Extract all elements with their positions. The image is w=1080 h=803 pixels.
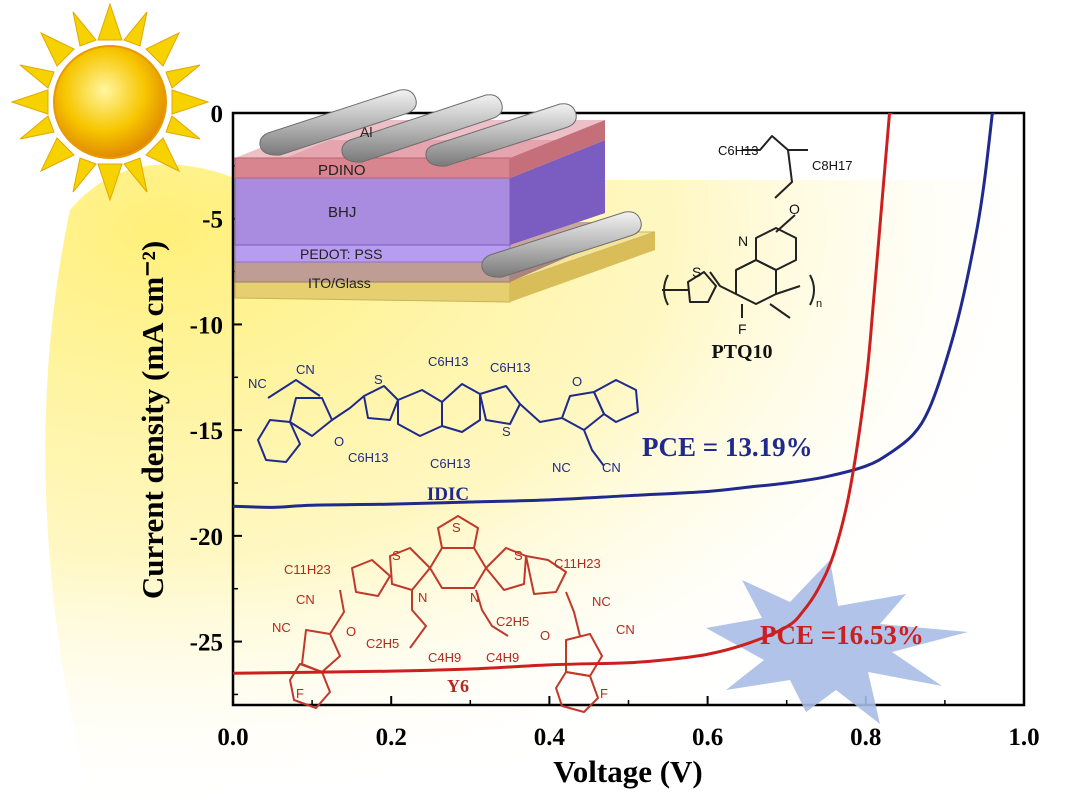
x-axis-title: Voltage (V) [553,754,703,789]
idic-sub-o-a: O [334,434,344,449]
y6-sub-c11h23-a: C11H23 [284,562,331,577]
y-tick-label: 0 [211,101,224,128]
y-tick-label: -25 [190,630,223,657]
x-tick-label: 0.6 [692,724,723,751]
x-tick-label: 0.4 [534,724,566,751]
ptq10-sub-c6h13: C6H13 [718,143,758,158]
annotation-pce-idic: PCE = 13.19% [642,432,813,462]
series-line-idic [233,113,994,509]
y6-sub-o-b: O [540,628,550,643]
y-tick-label: -20 [190,524,223,551]
starburst-icon [706,560,968,724]
y6-sub-nc-b: NC [592,594,611,609]
idic-sub-nc-b: NC [552,460,571,475]
idic-sub-cn-a: CN [296,362,315,377]
y6-name: Y6 [447,676,469,696]
y6-sub-n-b: N [470,590,479,605]
y-axis-title: Current density (mA cm⁻²) [135,241,170,599]
y6-sub-s-b: S [392,548,401,563]
sun-icon [10,2,210,202]
ptq10-sub-s: S [692,264,701,280]
idic-structure: C6H13 C6H13 C6H13 C6H13 CN NC CN NC S S … [248,354,639,505]
idic-sub-s-a: S [374,372,383,387]
layer-label-pedot: PEDOT: PSS [300,246,382,262]
idic-sub-s-b: S [502,424,511,439]
ptq10-name: PTQ10 [711,341,772,363]
layer-label-al: Al [360,124,372,140]
ptq10-structure: PTQ10 C6H13 C8H17 O N S F n [662,135,852,363]
y6-sub-f-a: F [296,686,304,701]
y-tick-label: -5 [202,207,223,234]
y6-sub-c4h9-b: C4H9 [486,650,519,665]
y6-sub-cn-b: CN [616,622,635,637]
x-tick-label: 0.2 [376,724,407,751]
device-stack: Al PDINO BHJ PEDOT: PSS ITO/Glass [234,89,656,303]
y6-sub-f-b: F [600,686,608,701]
layer-label-ito: ITO/Glass [308,275,371,291]
y-tick-label: -15 [190,418,223,445]
idic-sub-c6h13-a: C6H13 [428,354,468,369]
ptq10-sub-n-index: n [816,298,822,310]
axes: 0.0 0.2 0.4 0.6 0.8 1.0 0 -5 -10 -15 -20 -25 [190,101,1040,751]
y6-sub-c2h5-b: C2H5 [496,614,529,629]
idic-sub-cn-b: CN [602,460,621,475]
y6-sub-cn-a: CN [296,592,315,607]
y6-sub-o-a: O [346,624,356,639]
series-line-y6 [233,113,892,675]
layer-label-pdino: PDINO [318,162,366,179]
y6-sub-s-c: S [514,548,523,563]
ptq10-sub-c8h17: C8H17 [812,158,852,173]
layer-label-bhj: BHJ [328,204,356,221]
x-tick-label: 1.0 [1008,724,1039,751]
idic-sub-c6h13-d: C6H13 [430,456,470,471]
ptq10-sub-n: N [738,233,748,249]
idic-sub-o-b: O [572,374,582,389]
y6-structure: C11H23 C11H23 C2H5 C2H5 C4H9 C4H9 N N S … [272,515,635,713]
y6-sub-nc-a: NC [272,620,291,635]
y6-sub-s-a: S [452,520,461,535]
annotation-pce-y6: PCE =16.53% [760,620,924,650]
idic-name: IDIC [427,484,469,505]
x-tick-label: 0.0 [217,724,248,751]
y-tick-label: -10 [190,312,223,339]
x-tick-label: 0.8 [850,724,881,751]
series-layer [233,113,996,675]
ptq10-sub-f: F [738,321,747,337]
y6-sub-n-a: N [418,590,427,605]
idic-sub-c6h13-b: C6H13 [490,360,530,375]
y6-sub-c2h5-a: C2H5 [366,636,399,651]
ptq10-sub-o: O [789,201,800,217]
y6-sub-c11h23-b: C11H23 [554,556,601,571]
idic-sub-nc-a: NC [248,376,267,391]
idic-sub-c6h13-c: C6H13 [348,450,388,465]
y6-sub-c4h9-a: C4H9 [428,650,461,665]
